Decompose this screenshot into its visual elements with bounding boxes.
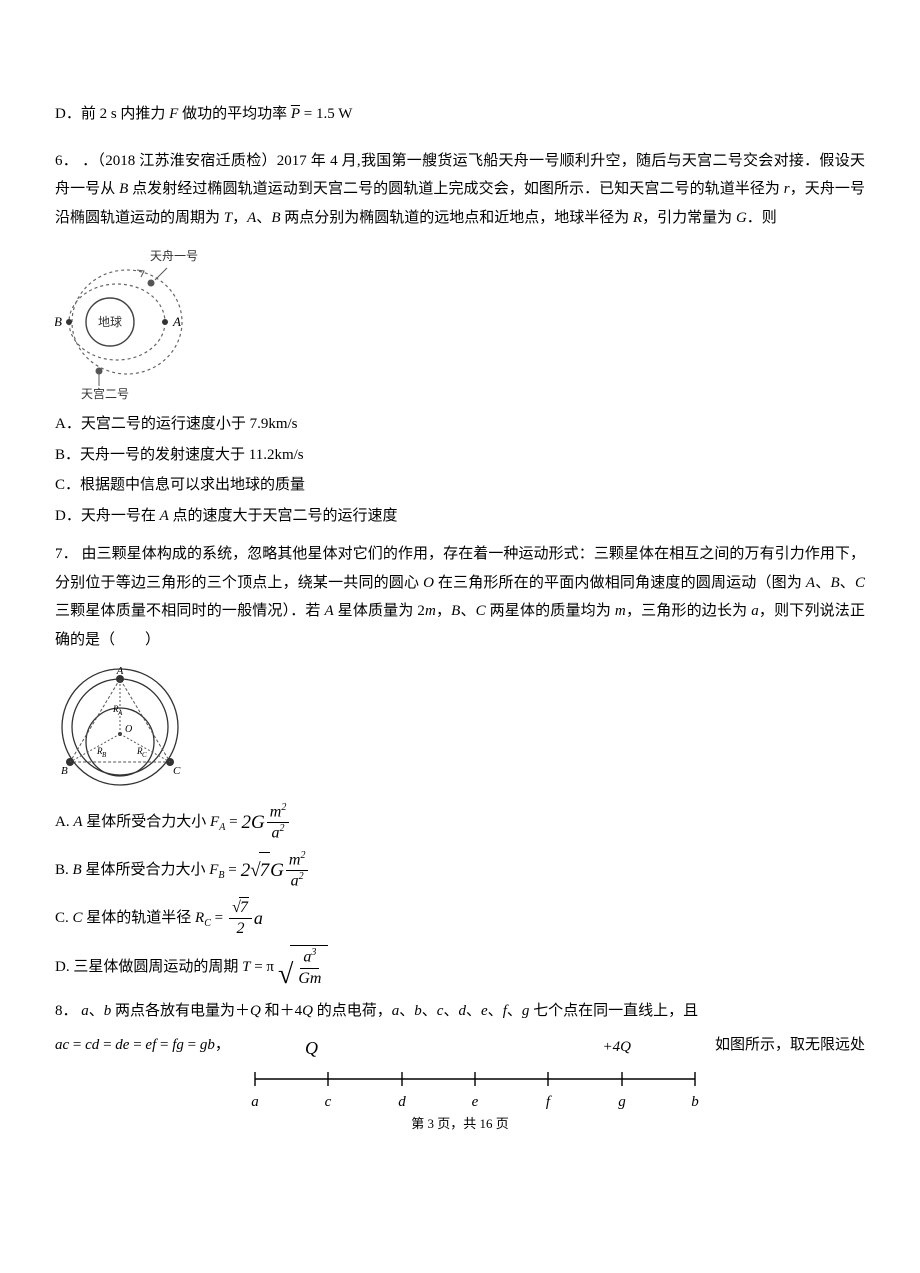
q7-optB: B. B 星体所受合力大小 FB = 27G m2 a2 xyxy=(55,850,865,892)
svg-text:A: A xyxy=(116,665,124,677)
svg-text:B: B xyxy=(55,314,62,329)
q6-optC: C．根据题中信息可以求出地球的质量 xyxy=(55,471,865,500)
svg-text:天宫二号: 天宫二号 xyxy=(81,386,129,400)
svg-text:A: A xyxy=(172,314,181,329)
q6-diagram: 地球 B A 天舟一号 天宫二号 xyxy=(55,240,865,400)
svg-text:b: b xyxy=(691,1094,699,1110)
q7-optB-pre: B. B 星体所受合力大小 FB = xyxy=(55,856,237,885)
q7-optC-pre: C. C 星体的轨道半径 RC = xyxy=(55,904,223,933)
q6-stem: 6． ．（2018 江苏淮安宿迁质检）2017 年 4 月,我国第一艘货运飞船天… xyxy=(55,147,865,233)
svg-text:a: a xyxy=(251,1094,259,1110)
q8: 8． a、b 两点各放有电量为＋Q 和＋4Q 的点电荷，a、b、c、d、e、f、… xyxy=(55,997,865,1119)
q7-diagram: A B C O RA RB RC xyxy=(55,662,865,792)
q7-num: 7． xyxy=(55,546,78,562)
q8-tail: 如图所示，取无限远处 xyxy=(715,1031,865,1060)
q8-stem-line1: 8． a、b 两点各放有电量为＋Q 和＋4Q 的点电荷，a、b、c、d、e、f、… xyxy=(55,997,865,1026)
svg-text:C: C xyxy=(173,765,181,777)
q8-stem-line2: ac = cd = de = ef = fg = gb， Q +4Q 如图所示，… xyxy=(55,1031,865,1060)
svg-text:O: O xyxy=(125,724,132,735)
q7-optD-pre: D. 三星体做圆周运动的周期 T = π xyxy=(55,953,274,982)
svg-text:B: B xyxy=(61,765,68,777)
q7-stem: 7． 由三颗星体构成的系统，忽略其他星体对它们的作用，存在着一种运动形式：三颗星… xyxy=(55,540,865,654)
q7-optA-pre: A. A 星体所受合力大小 FA = xyxy=(55,808,238,837)
q7-optC-formula: 7 2 a xyxy=(227,897,263,939)
q7-optB-formula: 27G m2 a2 xyxy=(241,850,311,892)
q6-optB: B．天舟一号的发射速度大于 11.2km/s xyxy=(55,441,865,470)
q8-Qleft: Q xyxy=(305,1031,318,1065)
q7-optA-formula: 2G m2 a2 xyxy=(242,802,292,844)
svg-text:B: B xyxy=(102,751,107,759)
q5-optD: D．前 2 s 内推力 F 做功的平均功率 P = 1.5 W xyxy=(55,100,865,129)
svg-text:天舟一号: 天舟一号 xyxy=(150,249,198,263)
q6-stem-text: ．（2018 江苏淮安宿迁质检）2017 年 4 月,我国第一艘货运飞船天舟一号… xyxy=(55,153,865,226)
q6-optD: D．天舟一号在 A 点的速度大于天宫二号的运行速度 xyxy=(55,502,865,531)
svg-text:C: C xyxy=(142,751,147,759)
q7-optD: D. 三星体做圆周运动的周期 T = π √ a3 Gm xyxy=(55,945,865,988)
page-footer: 第 3 页，共 16 页 xyxy=(0,1112,920,1137)
q7: 7． 由三颗星体构成的系统，忽略其他星体对它们的作用，存在着一种运动形式：三颗星… xyxy=(55,540,865,989)
q8-num: 8． xyxy=(55,1003,78,1019)
q7-stem-text: 由三颗星体构成的系统，忽略其他星体对它们的作用，存在着一种运动形式：三颗星体在相… xyxy=(55,546,865,648)
q7-optD-formula: √ a3 Gm xyxy=(278,945,328,988)
svg-text:f: f xyxy=(546,1094,552,1110)
q8-diagram: a c d e f g b xyxy=(235,1064,865,1119)
svg-text:A: A xyxy=(117,709,123,717)
svg-text:e: e xyxy=(472,1094,479,1110)
q7-optA: A. A 星体所受合力大小 FA = 2G m2 a2 xyxy=(55,802,865,844)
q8-Qright: +4Q xyxy=(603,1033,631,1062)
q6-num: 6． xyxy=(55,153,78,169)
q8-eq: ac = cd = de = ef = fg = gb， xyxy=(55,1031,285,1060)
svg-text:g: g xyxy=(618,1094,626,1110)
svg-text:地球: 地球 xyxy=(98,315,122,329)
q8-stem-text: a、b 两点各放有电量为＋Q 和＋4Q 的点电荷，a、b、c、d、e、f、g 七… xyxy=(81,1003,698,1019)
q7-optC: C. C 星体的轨道半径 RC = 7 2 a xyxy=(55,897,865,939)
svg-text:d: d xyxy=(398,1094,406,1110)
svg-text:c: c xyxy=(325,1094,332,1110)
q6-optA: A．天宫二号的运行速度小于 7.9km/s xyxy=(55,410,865,439)
q6: 6． ．（2018 江苏淮安宿迁质检）2017 年 4 月,我国第一艘货运飞船天… xyxy=(55,147,865,531)
